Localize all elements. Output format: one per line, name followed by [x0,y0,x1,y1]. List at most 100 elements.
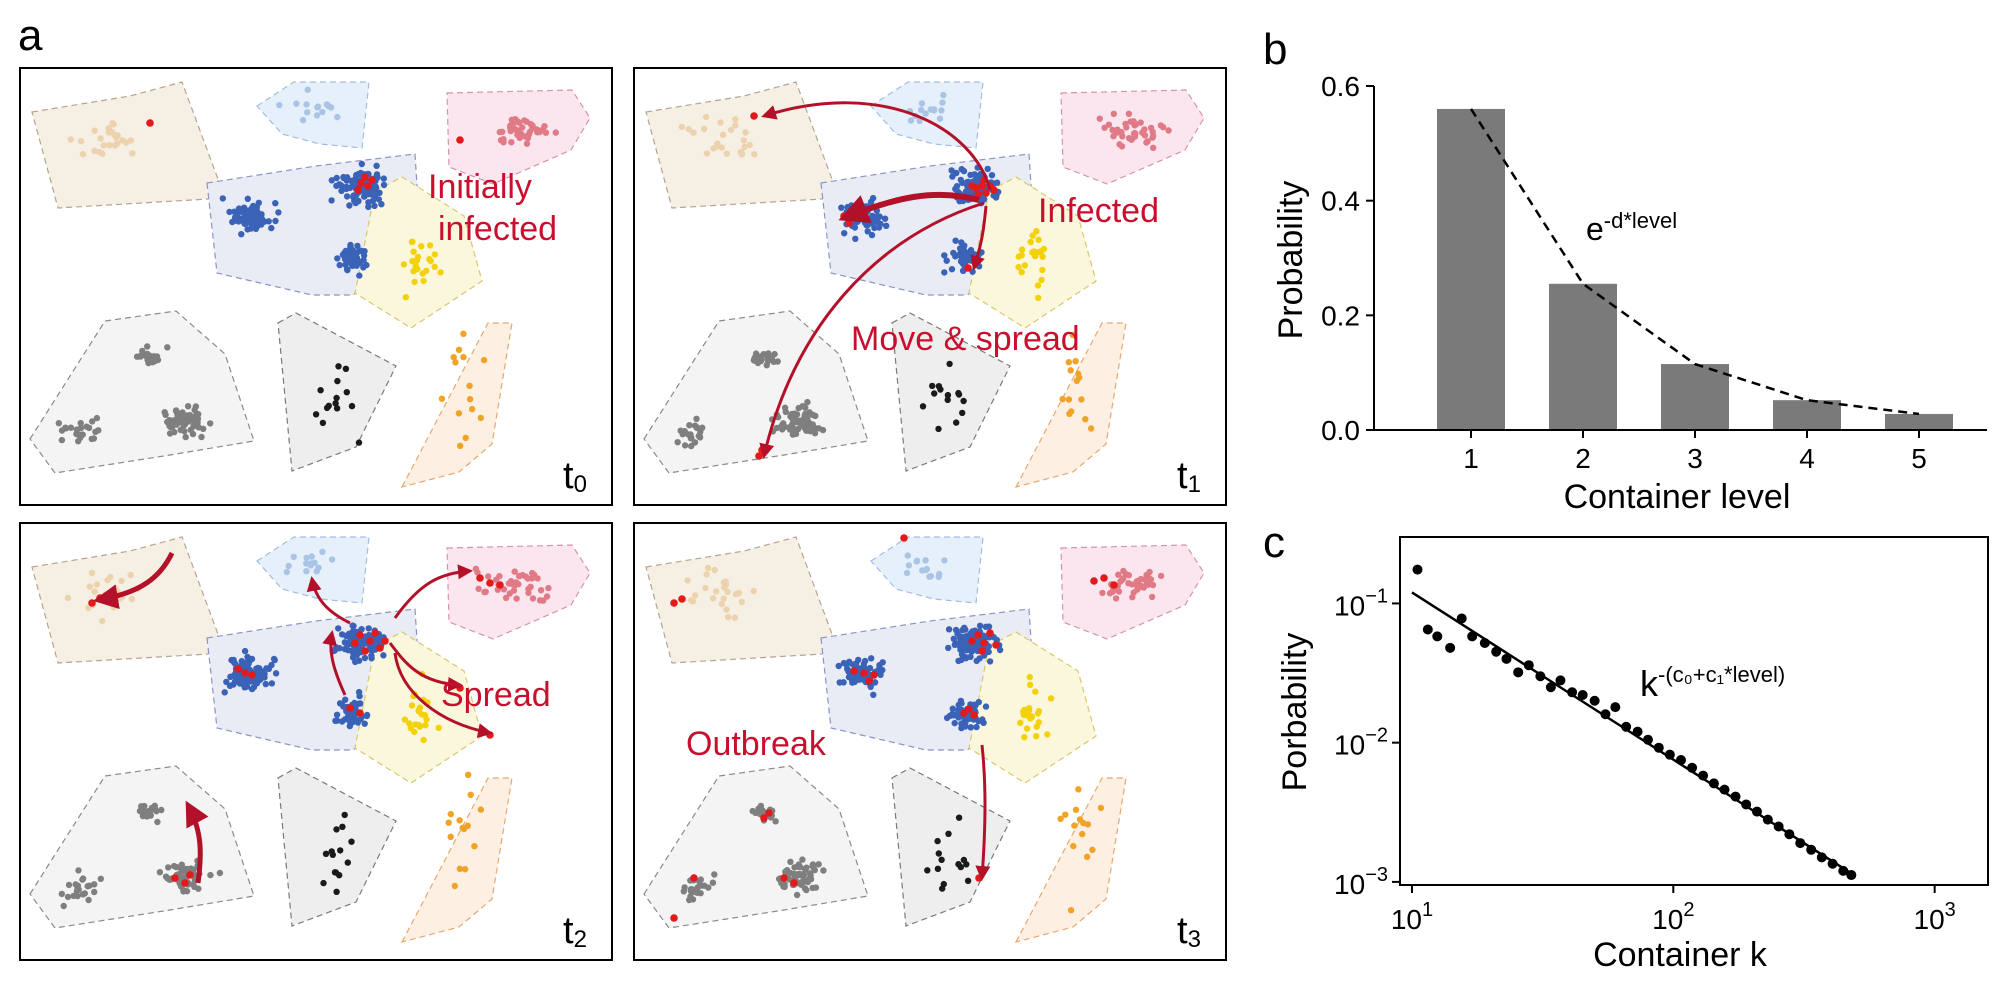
node-dot [455,410,463,417]
node-dot [679,431,686,438]
node-dot [1029,232,1036,239]
node-dot [445,819,452,826]
node-dot [1128,581,1136,588]
c-point [1545,682,1556,693]
node-dot [247,211,254,218]
node-dot [1089,846,1096,853]
node-dot [496,128,503,136]
node-dot [702,113,710,121]
b-yticks: 0.0 0.2 0.4 0.6 [1321,71,1374,446]
node-dot [141,802,148,810]
b-ytick-label: 0.2 [1321,300,1360,331]
node-dot [178,426,185,433]
infected-node-dot [366,637,374,645]
node-dot [420,736,427,744]
community-hull-orange [1014,777,1127,943]
c-point [1523,660,1534,671]
infected-node-dot [241,669,249,677]
node-dot [527,120,534,128]
node-dot [180,888,187,895]
node-dot [465,771,472,778]
node-dot [91,147,98,154]
node-dot [941,269,948,276]
node-dot [172,407,180,414]
node-dot [545,584,552,592]
node-dot [268,680,276,687]
node-dot [456,817,463,824]
infected-node-dot [181,879,189,887]
node-dot [363,711,371,719]
c-point [1479,637,1490,648]
node-dot [355,258,362,265]
node-dot [60,902,67,910]
infected-node-dot [968,182,976,190]
node-dot [347,241,354,249]
node-dot [332,400,339,407]
c-point [1501,653,1512,664]
node-dot [844,203,851,211]
node-dot [917,106,925,114]
node-dot [1067,367,1074,374]
node-dot [778,422,785,429]
b-ytick-label: 0.4 [1321,186,1360,217]
node-dot [1115,588,1123,595]
node-dot [320,879,327,887]
node-dot [738,598,745,606]
node-dot [953,419,960,426]
node-dot [408,238,416,246]
node-dot [1035,236,1042,243]
node-dot [173,863,180,871]
node-dot [333,711,341,718]
infected-node-dot [368,176,376,184]
node-dot [312,411,320,418]
infected-node-dot [980,639,988,647]
node-dot [960,397,967,405]
node-dot [877,220,884,228]
node-dot [1134,586,1141,593]
node-dot [1067,907,1075,914]
node-dot [537,587,545,594]
node-dot [240,675,247,682]
node-dot [58,890,65,898]
node-dot [62,424,69,431]
community-hull-black [277,312,397,472]
node-dot [913,558,920,565]
node-dot [1025,704,1033,712]
node-dot [315,564,322,571]
node-dot [467,791,474,798]
infected-node-dot [364,182,372,190]
annotation-initially: Initially [428,168,532,206]
c-point [1675,755,1686,766]
node-dot [738,149,745,156]
node-dot [231,678,239,685]
node-dot [950,712,958,719]
chart-b: 0.0 0.2 0.4 0.6 1 2 3 4 5 Container level Proba… [1272,71,1987,516]
node-dot [72,881,79,888]
node-dot [461,866,469,873]
node-dot [345,639,353,647]
infected-node-dot [780,874,788,882]
node-dot [966,251,973,259]
infected-node-dot [974,631,982,639]
node-dot [335,363,342,370]
node-dot [184,403,192,410]
node-dot [957,176,964,184]
c-points [1412,564,1857,881]
node-dot [929,382,936,390]
community-hull-black [891,767,1011,927]
c-point [1838,865,1849,876]
node-dot [789,410,796,418]
node-dot [1034,282,1042,289]
node-dot [361,193,368,200]
node-dot [1073,377,1080,385]
node-dot [462,434,469,442]
arrow-to-black [975,744,991,881]
node-dot [369,197,377,204]
node-dot [474,569,481,576]
node-dot [952,237,959,244]
node-dot [1057,815,1064,822]
node-dot [922,557,929,564]
node-dot [241,647,249,655]
node-dot [795,404,802,412]
node-dot [754,359,762,367]
